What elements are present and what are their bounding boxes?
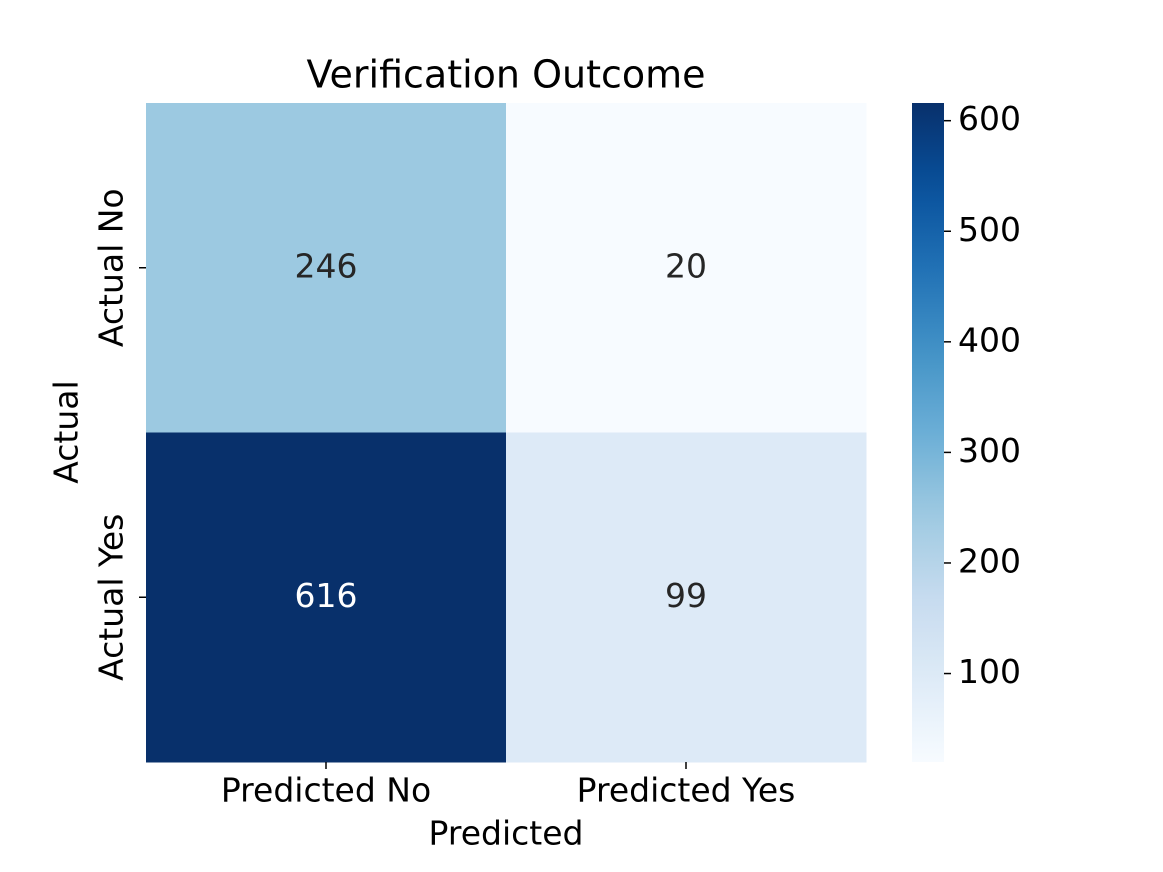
chart-title: Verification Outcome — [306, 53, 705, 97]
cell-label: 616 — [295, 576, 358, 615]
colorbar-tick-label: 500 — [958, 210, 1021, 249]
heatmap-cell — [506, 103, 867, 433]
y-tick-label: Actual Yes — [92, 514, 131, 681]
colorbar-tick-label: 200 — [958, 541, 1021, 580]
x-axis-label: Predicted — [429, 814, 584, 853]
y-axis-label: Actual — [47, 380, 86, 483]
colorbar-tick-label: 600 — [958, 99, 1021, 138]
heatmap-cell — [146, 103, 507, 433]
cell-label: 246 — [295, 246, 358, 285]
heatmap-cell — [506, 432, 867, 763]
colorbar-tick-label: 100 — [958, 652, 1021, 691]
x-tick-label: Predicted No — [221, 771, 431, 810]
cell-label: 20 — [665, 246, 707, 285]
x-tick-label: Predicted Yes — [577, 771, 796, 810]
colorbar — [912, 103, 944, 762]
heatmap-cell — [146, 432, 507, 763]
y-tick-label: Actual No — [92, 188, 131, 347]
cell-label: 99 — [665, 576, 707, 615]
colorbar-tick-label: 400 — [958, 320, 1021, 359]
colorbar-tick-label: 300 — [958, 431, 1021, 470]
